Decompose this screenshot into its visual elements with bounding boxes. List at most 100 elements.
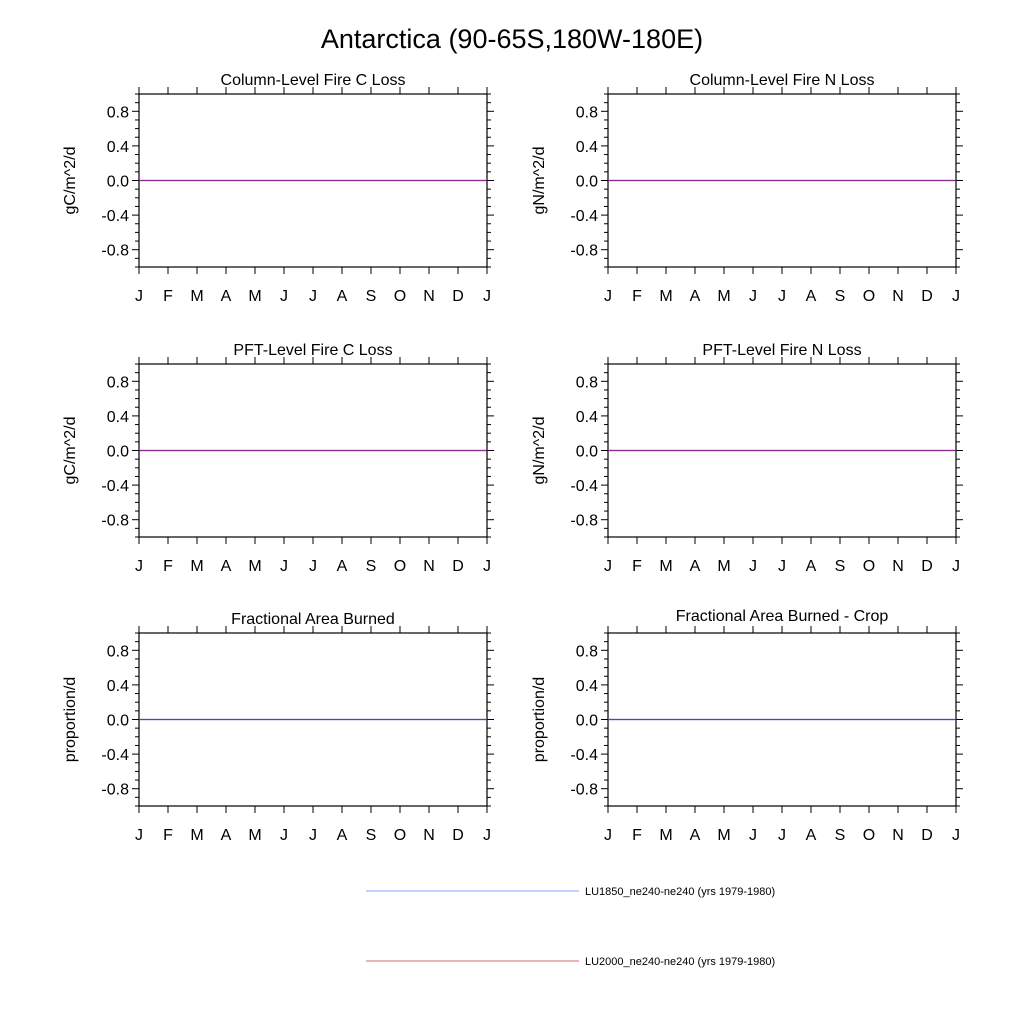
x-tick-label: M	[248, 558, 261, 575]
x-tick-label: A	[806, 558, 817, 575]
x-tick-label: M	[248, 288, 261, 305]
x-tick-label: A	[690, 827, 701, 844]
x-tick-label: S	[366, 558, 377, 575]
x-tick-label: J	[135, 558, 143, 575]
x-tick-label: S	[366, 288, 377, 305]
x-tick-label: A	[221, 288, 232, 305]
x-tick-label: N	[423, 558, 435, 575]
x-tick-label: M	[717, 827, 730, 844]
x-tick-label: A	[221, 827, 232, 844]
panel-title: Fractional Area Burned - Crop	[676, 608, 889, 625]
y-tick-label: 0.4	[107, 409, 129, 426]
x-tick-label: N	[892, 827, 904, 844]
x-tick-label: M	[190, 288, 203, 305]
y-tick-label: -0.4	[570, 478, 598, 495]
x-tick-label: N	[892, 288, 904, 305]
y-tick-label: -0.4	[101, 208, 129, 225]
x-tick-label: A	[337, 827, 348, 844]
x-tick-label: J	[280, 288, 288, 305]
y-tick-label: 0.0	[107, 444, 129, 461]
y-tick-label: -0.8	[570, 243, 598, 260]
x-tick-label: J	[309, 288, 317, 305]
x-tick-label: F	[163, 288, 173, 305]
x-tick-label: J	[483, 288, 491, 305]
y-tick-label: -0.4	[101, 747, 129, 764]
x-tick-label: O	[394, 288, 406, 305]
y-tick-label: 0.4	[576, 409, 598, 426]
x-tick-label: J	[778, 288, 786, 305]
x-tick-label: F	[632, 288, 642, 305]
x-tick-label: J	[604, 827, 612, 844]
y-tick-label: 0.0	[107, 713, 129, 730]
x-tick-label: J	[280, 827, 288, 844]
panels: Column-Level Fire C Loss 0.8 0.4 0.0 -0.4 -0.…	[62, 72, 963, 844]
x-tick-label: M	[659, 558, 672, 575]
x-tick-label: A	[806, 827, 817, 844]
legend-label: LU1850_ne240-ne240 (yrs 1979-1980)	[585, 886, 775, 898]
x-tick-label: J	[309, 558, 317, 575]
x-tick-label: J	[604, 288, 612, 305]
x-tick-label: J	[135, 288, 143, 305]
y-axis-label: gN/m^2/d	[531, 417, 548, 485]
panel-title: Fractional Area Burned	[231, 611, 395, 628]
x-tick-label: A	[690, 558, 701, 575]
panel-5: Fractional Area Burned 0.8 0.4 0.0 -0.4 -0.8 J…	[62, 611, 494, 844]
y-tick-label: 0.0	[576, 174, 598, 191]
panel-6: Fractional Area Burned - Crop 0.8 0.4 0.0 -0…	[531, 608, 963, 844]
panel-title: PFT-Level Fire N Loss	[702, 342, 861, 359]
y-tick-label: 0.4	[576, 678, 598, 695]
panel-title: Column-Level Fire C Loss	[221, 72, 406, 89]
x-tick-label: J	[952, 558, 960, 575]
x-tick-label: O	[863, 558, 875, 575]
x-tick-label: S	[366, 827, 377, 844]
x-tick-label: J	[483, 558, 491, 575]
x-tick-label: M	[190, 827, 203, 844]
x-tick-label: O	[863, 827, 875, 844]
x-tick-label: D	[921, 558, 933, 575]
x-tick-label: N	[423, 288, 435, 305]
y-tick-label: -0.4	[101, 478, 129, 495]
legend-item: LU1850_ne240-ne240 (yrs 1979-1980)	[366, 886, 775, 898]
y-tick-label: 0.8	[576, 374, 598, 391]
x-tick-label: J	[749, 827, 757, 844]
x-tick-label: J	[483, 827, 491, 844]
x-tick-label: O	[394, 827, 406, 844]
y-axis-label: gC/m^2/d	[62, 147, 79, 215]
x-tick-label: D	[921, 288, 933, 305]
legend-label: LU2000_ne240-ne240 (yrs 1979-1980)	[585, 956, 775, 968]
x-tick-label: N	[892, 558, 904, 575]
x-tick-label: A	[806, 288, 817, 305]
x-tick-label: N	[423, 827, 435, 844]
x-tick-label: J	[309, 827, 317, 844]
legend-item: LU2000_ne240-ne240 (yrs 1979-1980)	[366, 956, 775, 968]
x-tick-label: J	[135, 827, 143, 844]
panel-title: Column-Level Fire N Loss	[690, 72, 875, 89]
x-tick-label: F	[632, 558, 642, 575]
x-tick-label: O	[863, 288, 875, 305]
y-axis-label: gC/m^2/d	[62, 417, 79, 485]
x-tick-label: A	[337, 558, 348, 575]
x-tick-label: J	[749, 288, 757, 305]
y-tick-label: 0.8	[576, 643, 598, 660]
y-tick-label: -0.8	[570, 782, 598, 799]
y-tick-label: 0.4	[576, 139, 598, 156]
y-axis-label: proportion/d	[531, 677, 548, 762]
legend: LU1850_ne240-ne240 (yrs 1979-1980) LU2000…	[366, 886, 775, 968]
y-tick-label: -0.8	[101, 513, 129, 530]
y-tick-label: 0.0	[576, 444, 598, 461]
x-tick-label: M	[659, 288, 672, 305]
y-tick-label: 0.4	[107, 678, 129, 695]
x-tick-label: S	[835, 288, 846, 305]
y-axis-label: proportion/d	[62, 677, 79, 762]
x-tick-label: A	[221, 558, 232, 575]
x-tick-label: D	[452, 288, 464, 305]
x-tick-label: J	[604, 558, 612, 575]
y-tick-label: 0.0	[107, 174, 129, 191]
x-tick-label: F	[163, 558, 173, 575]
x-tick-label: M	[717, 288, 730, 305]
panel-3: PFT-Level Fire C Loss 0.8 0.4 0.0 -0.4 -0.8 J F…	[62, 342, 494, 575]
x-tick-label: D	[452, 827, 464, 844]
x-tick-label: J	[778, 558, 786, 575]
x-tick-label: F	[163, 827, 173, 844]
x-tick-label: J	[952, 288, 960, 305]
